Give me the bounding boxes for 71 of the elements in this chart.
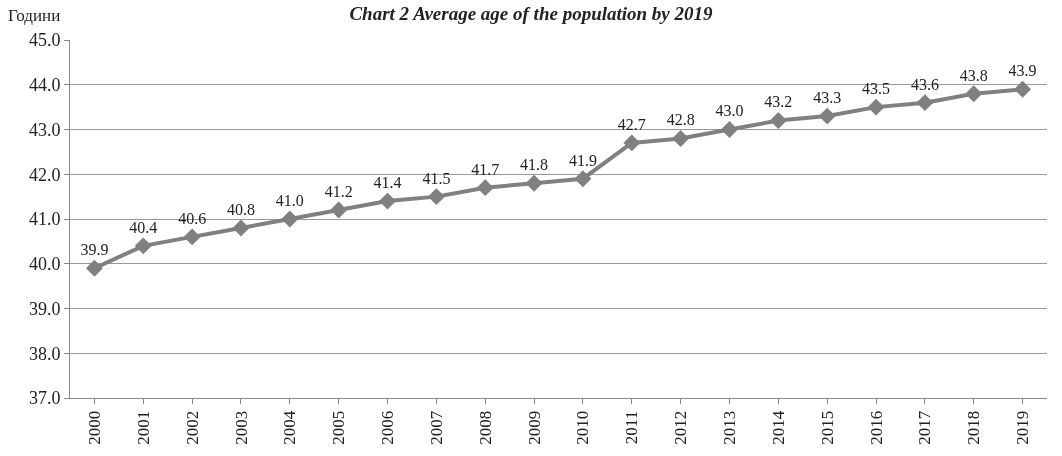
point (623, 134, 641, 152)
point (134, 237, 152, 255)
text: 43.5 (862, 80, 891, 97)
text: 41.4 (373, 173, 402, 191)
x-tick-label: 2000 (84, 410, 104, 445)
text: 41.9 (568, 151, 597, 169)
point (525, 174, 543, 192)
text: 43.0 (715, 102, 744, 120)
y-tick-label: 44.0 (28, 75, 61, 96)
x-tick-label: 2017 (915, 410, 935, 445)
y-tick-label: 38.0 (28, 343, 61, 364)
point (672, 130, 690, 147)
x-tick-label: 2011 (622, 410, 642, 445)
point (769, 112, 787, 129)
point (916, 94, 934, 112)
y-tick-label: 41.0 (28, 209, 61, 230)
point (85, 259, 103, 277)
x-tick-label: 2003 (231, 410, 251, 445)
x-tick-label: 2002 (182, 410, 202, 445)
text: 41.8 (520, 156, 549, 174)
x-tick-label: 2018 (964, 410, 984, 445)
point (721, 121, 738, 138)
text: 40.8 (226, 200, 255, 218)
text: 42.8 (666, 111, 695, 129)
x-tick-label: 2008 (475, 410, 495, 445)
x-tick-label: 2005 (329, 410, 349, 445)
x-tick-label: 2016 (866, 410, 886, 445)
y-tick-label: 39.0 (28, 298, 61, 319)
x-tick-label: 2010 (573, 410, 593, 445)
x-tick-label: 2019 (1013, 410, 1033, 445)
text: 41.2 (324, 182, 353, 200)
point (379, 192, 396, 210)
x-tick-label: 2004 (280, 410, 300, 445)
text: 40.4 (129, 218, 158, 236)
point (427, 188, 445, 206)
y-tick-label: 43.0 (28, 119, 61, 140)
x-tick-label: 2006 (378, 410, 398, 445)
point (965, 85, 983, 103)
text: 41.5 (422, 169, 451, 187)
text: 43.8 (959, 66, 988, 84)
y-tick-label: 40.0 (28, 254, 61, 275)
text: 41.0 (275, 191, 304, 209)
text: 43.3 (813, 88, 842, 106)
y-tick-label: 45.0 (28, 30, 61, 51)
point (867, 98, 885, 116)
text: 42.7 (617, 115, 646, 133)
point (281, 210, 299, 228)
x-tick-label: 2012 (671, 410, 691, 445)
point (1014, 80, 1032, 98)
y-tick-label: 37.0 (28, 388, 61, 409)
text: 39.9 (80, 241, 109, 259)
text: 43.6 (910, 75, 939, 93)
x-tick-label: 2014 (768, 410, 788, 445)
x-tick-label: 2007 (426, 410, 446, 445)
x-tick-label: 2013 (720, 410, 740, 445)
text: 43.9 (1008, 62, 1037, 80)
x-tick-label: 2009 (524, 410, 544, 445)
point (818, 107, 836, 125)
point (574, 170, 592, 188)
text: 40.6 (178, 209, 207, 227)
point (183, 228, 201, 246)
x-tick-label: 2001 (133, 410, 153, 445)
y-axis-title: Години (8, 6, 61, 25)
y-tick-label: 42.0 (28, 164, 61, 185)
text: 41.7 (471, 160, 500, 178)
chart-title: Chart 2 Average age of the population by 2019 (349, 3, 714, 25)
point (330, 201, 348, 219)
point (232, 219, 250, 237)
x-tick-label: 2015 (817, 410, 837, 445)
point (476, 179, 494, 197)
text: 43.2 (764, 93, 793, 111)
